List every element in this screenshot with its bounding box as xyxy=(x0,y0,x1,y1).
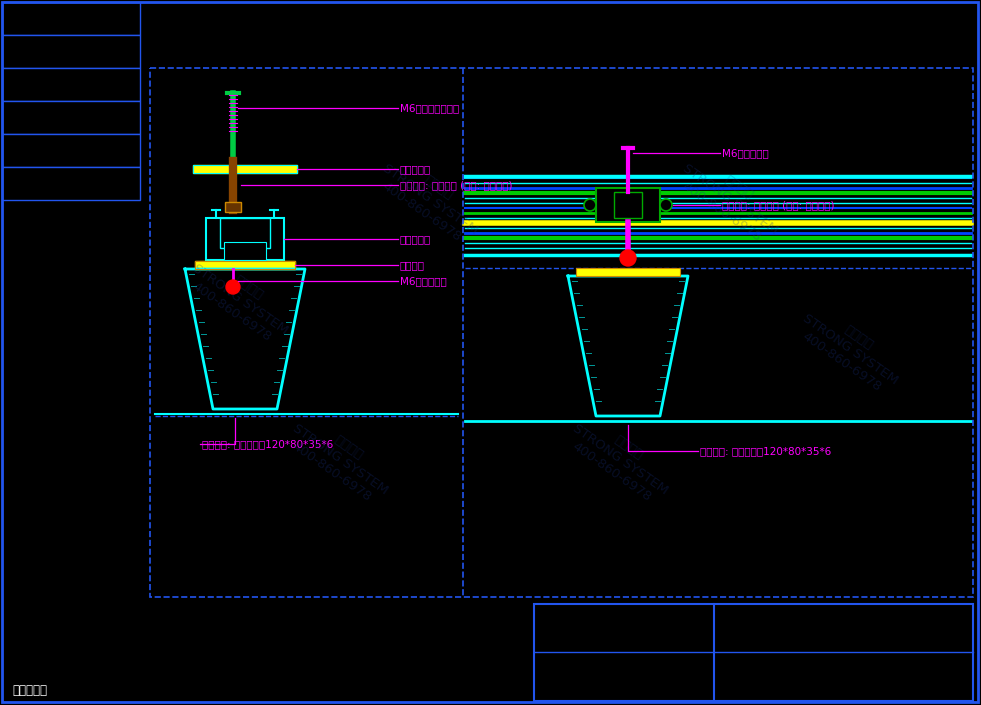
Circle shape xyxy=(660,199,672,211)
Text: 大通透: 大通透 xyxy=(59,144,83,157)
Bar xyxy=(534,604,973,701)
Bar xyxy=(225,202,241,212)
Bar xyxy=(576,268,680,276)
Text: 西创系统
STRONG SYSTEM
400-860-6978: 西创系统 STRONG SYSTEM 400-860-6978 xyxy=(561,410,679,510)
Bar xyxy=(2,134,140,167)
Text: 超级防腐: 超级防腐 xyxy=(55,78,87,91)
Text: 西创系统
STRONG SYSTEM
400-860-6978: 西创系统 STRONG SYSTEM 400-860-6978 xyxy=(372,150,489,250)
Text: STRONG | SYSTEM: STRONG | SYSTEM xyxy=(566,666,682,678)
Bar xyxy=(614,192,642,218)
Bar xyxy=(2,167,140,200)
Bar xyxy=(150,68,973,597)
Text: 西创系统
STRONG SYSTEM
400-860-6978: 西创系统 STRONG SYSTEM 400-860-6978 xyxy=(282,410,398,510)
Text: 梯形精制钢系统：采光顶: 梯形精制钢系统：采光顶 xyxy=(793,618,893,634)
Text: 西创系统: 公母嵌扣 (专利: 连续检查): 西创系统: 公母嵌扣 (专利: 连续检查) xyxy=(722,200,835,210)
Text: 橡胶垫皮: 橡胶垫皮 xyxy=(400,260,425,270)
Text: 西创系统: 梯形精制钢120*80*35*6: 西创系统: 梯形精制钢120*80*35*6 xyxy=(700,446,831,456)
Bar xyxy=(206,218,284,260)
Text: 西创系统
STRONG SYSTEM
400-860-6978: 西创系统 STRONG SYSTEM 400-860-6978 xyxy=(792,300,908,400)
Text: 铝合金压码: 铝合金压码 xyxy=(400,164,432,174)
Text: 安全防火: 安全防火 xyxy=(55,12,87,25)
Text: 西创系统: 梯形精制钢120*80*35*6: 西创系统: 梯形精制钢120*80*35*6 xyxy=(202,439,334,449)
Bar xyxy=(2,2,140,35)
Text: 西创系统: 公母嵌扣 (专利: 连续检查): 西创系统: 公母嵌扣 (专利: 连续检查) xyxy=(400,180,512,190)
Circle shape xyxy=(620,250,636,266)
Bar xyxy=(220,218,270,248)
Bar xyxy=(224,242,266,260)
Bar xyxy=(193,165,297,173)
Text: M6不锈钢螺母: M6不锈钢螺母 xyxy=(400,276,446,286)
Circle shape xyxy=(584,199,596,211)
Bar xyxy=(2,101,140,134)
Text: 环保节能: 环保节能 xyxy=(55,45,87,58)
Bar xyxy=(195,261,295,269)
Bar xyxy=(2,35,140,68)
Bar xyxy=(596,188,660,222)
Circle shape xyxy=(226,280,240,294)
Bar xyxy=(195,261,295,269)
Text: 专利产品！: 专利产品！ xyxy=(12,684,47,697)
Text: 西创系统
STRONG SYSTEM
400-860-6978: 西创系统 STRONG SYSTEM 400-860-6978 xyxy=(181,250,298,350)
Text: 西创系统
STRONG SYSTEM
400-860-6978: 西创系统 STRONG SYSTEM 400-860-6978 xyxy=(671,150,789,250)
Text: 西创金属科技（江苏）有限公司: 西创金属科技（江苏）有限公司 xyxy=(785,667,902,681)
Text: M6不锈钢盘头螺栓: M6不锈钢盘头螺栓 xyxy=(400,103,459,113)
Text: 更纤细: 更纤细 xyxy=(59,177,83,190)
Bar xyxy=(193,165,297,173)
Text: 大跨度: 大跨度 xyxy=(59,111,83,124)
Bar xyxy=(2,68,140,101)
Text: 开模铝型材: 开模铝型材 xyxy=(400,234,432,244)
Text: M6不锈钢螺母: M6不锈钢螺母 xyxy=(722,148,769,158)
Text: 西创系统®: 西创系统® xyxy=(582,620,666,644)
